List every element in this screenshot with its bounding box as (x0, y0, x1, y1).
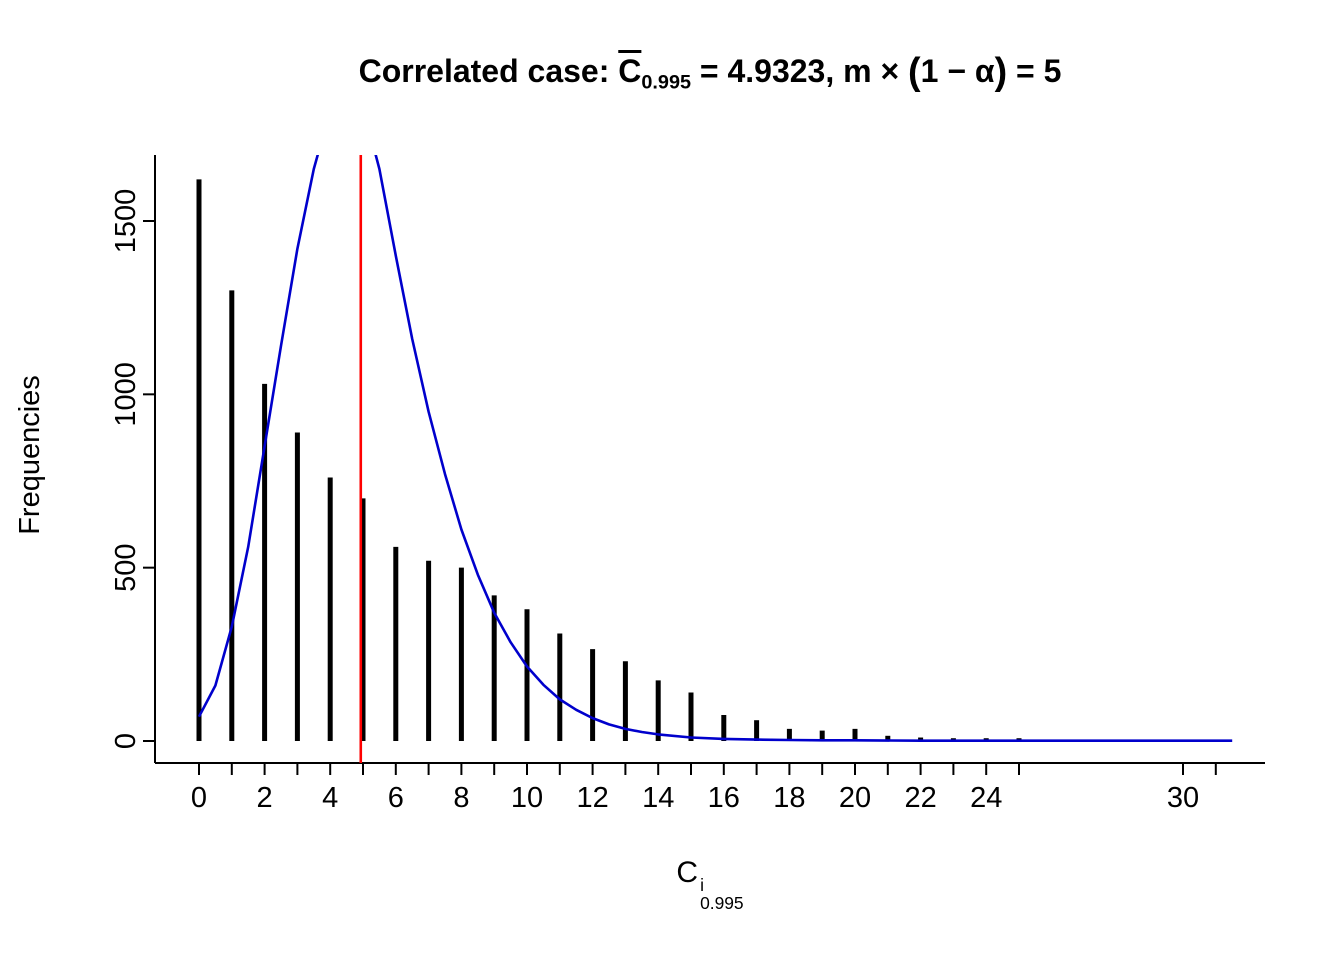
title-cbar: C (618, 52, 642, 89)
frequency-spikes (196, 179, 1219, 741)
y-tick-label: 500 (110, 543, 142, 591)
axes (143, 155, 1265, 775)
title-mid: = 4.9323, m × (691, 52, 909, 89)
title-close-paren: ) (994, 50, 1008, 92)
x-tick-label: 14 (642, 782, 674, 814)
x-tick-label: 0 (191, 782, 207, 814)
x-tick-label: 4 (322, 782, 338, 814)
y-tick-label: 1500 (110, 189, 142, 254)
xlabel-subscript: 0.995 (700, 893, 744, 914)
title-paren-content: 1 − α (920, 52, 995, 89)
x-tick-label: 22 (904, 782, 936, 814)
y-tick-label: 1000 (110, 362, 142, 427)
x-tick-label: 18 (773, 782, 805, 814)
chart-title: Correlated case: C0.995 = 4.9323, m × (1… (155, 50, 1265, 95)
x-tick-label: 20 (839, 782, 871, 814)
x-tick-label: 2 (257, 782, 273, 814)
xlabel-superscript: i (700, 874, 704, 895)
density-curve-path (197, 155, 1233, 742)
title-suffix: = 5 (1007, 52, 1062, 89)
x-tick-label: 12 (576, 782, 608, 814)
x-tick-label: 16 (708, 782, 740, 814)
x-tick-label: 6 (388, 782, 404, 814)
density-curve (197, 155, 1233, 742)
title-prefix: Correlated case: (358, 52, 619, 89)
x-tick-label: 24 (970, 782, 1002, 814)
y-axis-label: Frequencies (14, 375, 46, 535)
title-open-paren: ( (908, 50, 921, 92)
xlabel-c: C (676, 856, 699, 889)
y-tick-label: 0 (110, 733, 142, 749)
x-tick-label: 10 (511, 782, 543, 814)
title-c-subscript: 0.995 (641, 71, 691, 94)
x-tick-label: 8 (453, 782, 469, 814)
x-tick-label: 30 (1167, 782, 1199, 814)
xlabel-scripts: i 0.995 (700, 874, 744, 914)
